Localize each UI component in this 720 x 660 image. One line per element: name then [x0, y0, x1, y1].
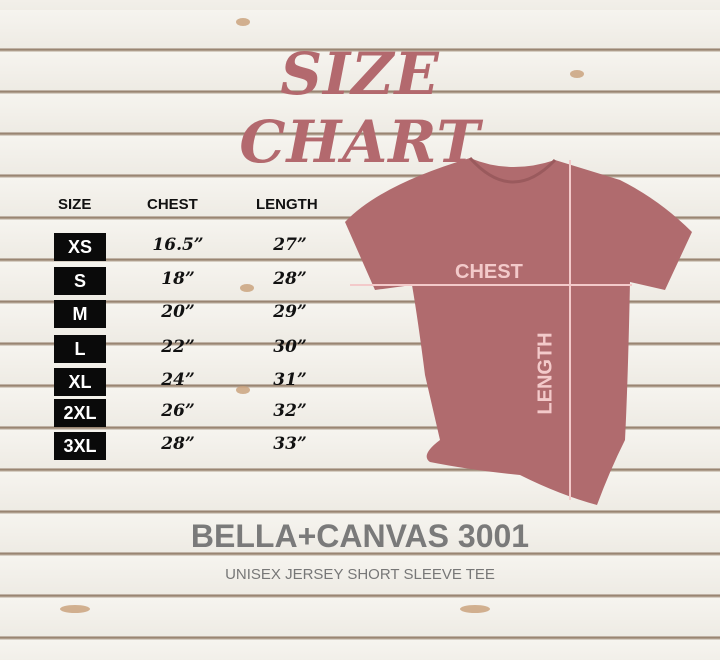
table-row: L 22” 30”: [54, 335, 354, 363]
length-value: 27”: [273, 235, 307, 255]
length-value: 28”: [273, 269, 307, 289]
wood-knot: [570, 70, 584, 78]
chest-value: 22”: [161, 337, 195, 357]
size-badge: L: [54, 335, 106, 363]
chest-value: 28”: [161, 434, 195, 454]
length-label: LENGTH: [534, 332, 557, 415]
wood-knot: [236, 18, 250, 26]
table-row: XL 24” 31”: [54, 368, 354, 396]
page-title: SIZE CHART: [239, 40, 481, 176]
tshirt-collar: [468, 156, 557, 184]
chest-value: 26”: [161, 401, 195, 421]
header-length: LENGTH: [256, 196, 318, 213]
chest-value: 20”: [161, 302, 195, 322]
size-badge: XL: [54, 368, 106, 396]
size-badge: 3XL: [54, 432, 106, 460]
length-value: 32”: [273, 401, 307, 421]
length-value: 33”: [273, 434, 307, 454]
wood-knot: [240, 284, 254, 292]
table-row: 2XL 26” 32”: [54, 399, 354, 427]
table-row: S 18” 28”: [54, 267, 354, 295]
chest-label: CHEST: [455, 261, 523, 283]
size-badge: XS: [54, 233, 106, 261]
table-row: M 20” 29”: [54, 300, 354, 328]
length-value: 31”: [273, 370, 307, 390]
chest-value: 16.5”: [152, 235, 204, 255]
size-badge: S: [54, 267, 106, 295]
tshirt-shape: [345, 158, 692, 505]
wood-knot: [460, 605, 490, 613]
brand-name: BELLA+CANVAS 3001: [190, 518, 530, 554]
table-row: 3XL 28” 33”: [54, 432, 354, 460]
table-row: XS 16.5” 27”: [54, 233, 354, 261]
size-badge: M: [54, 300, 106, 328]
length-value: 29”: [273, 302, 307, 322]
chest-value: 24”: [161, 370, 195, 390]
product-subtitle: UNISEX JERSEY SHORT SLEEVE TEE: [225, 566, 495, 583]
length-value: 30”: [273, 337, 307, 357]
wood-knot: [60, 605, 90, 613]
wood-knot: [236, 386, 250, 394]
header-size: SIZE: [58, 196, 92, 213]
chest-value: 18”: [161, 269, 195, 289]
size-badge: 2XL: [54, 399, 106, 427]
header-chest: CHEST: [147, 196, 198, 213]
